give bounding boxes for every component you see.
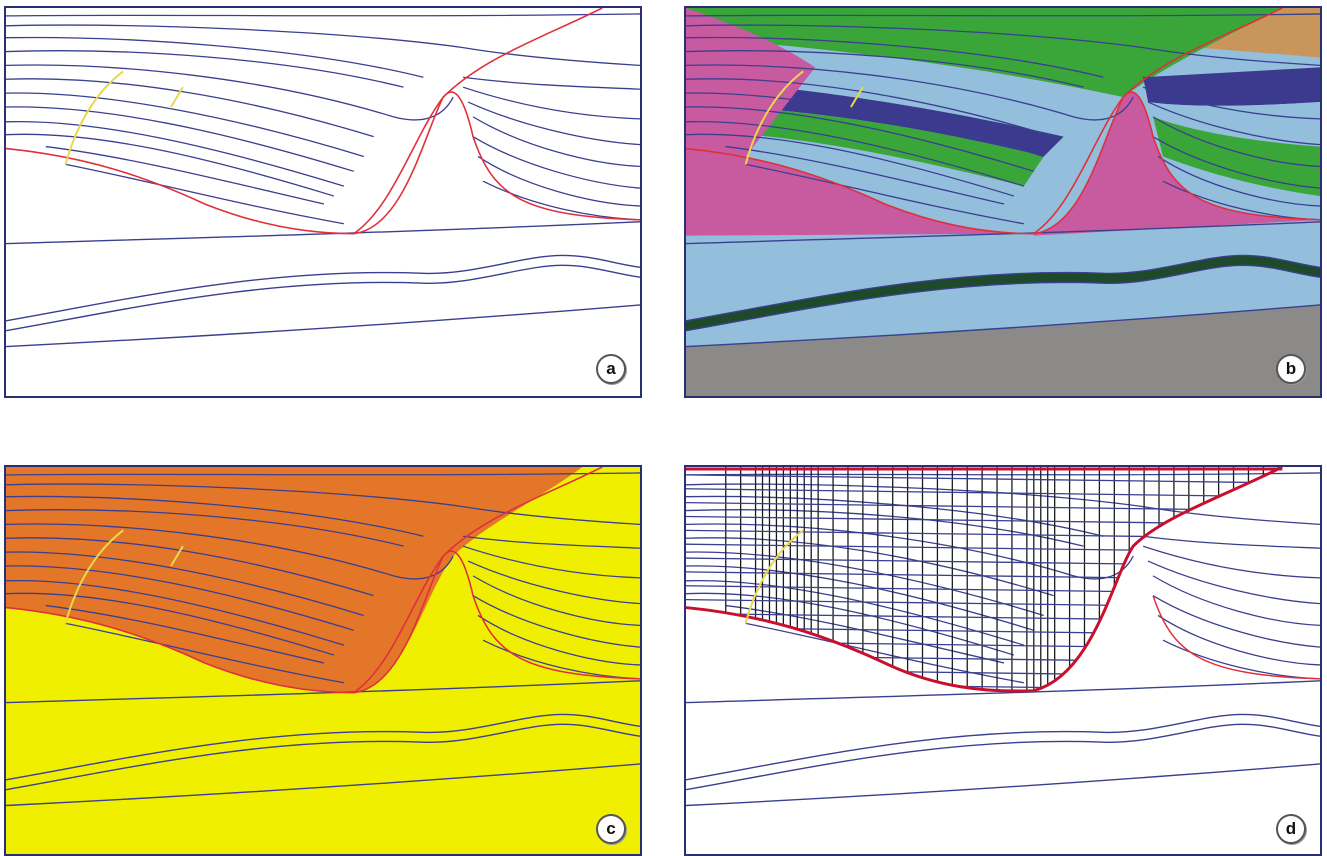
panel-a: a	[4, 6, 642, 398]
panel-d: d	[684, 465, 1322, 856]
panel-label-c: c	[596, 814, 626, 844]
panel-a-drawing	[6, 8, 640, 396]
panel-label-b: b	[1276, 354, 1306, 384]
panel-label-a: a	[596, 354, 626, 384]
panel-c: c	[4, 465, 642, 856]
panel-b-drawing	[686, 8, 1320, 396]
panel-label-d: d	[1276, 814, 1306, 844]
panel-d-drawing	[686, 467, 1320, 854]
panel-c-drawing	[6, 467, 640, 854]
panel-b: b	[684, 6, 1322, 398]
